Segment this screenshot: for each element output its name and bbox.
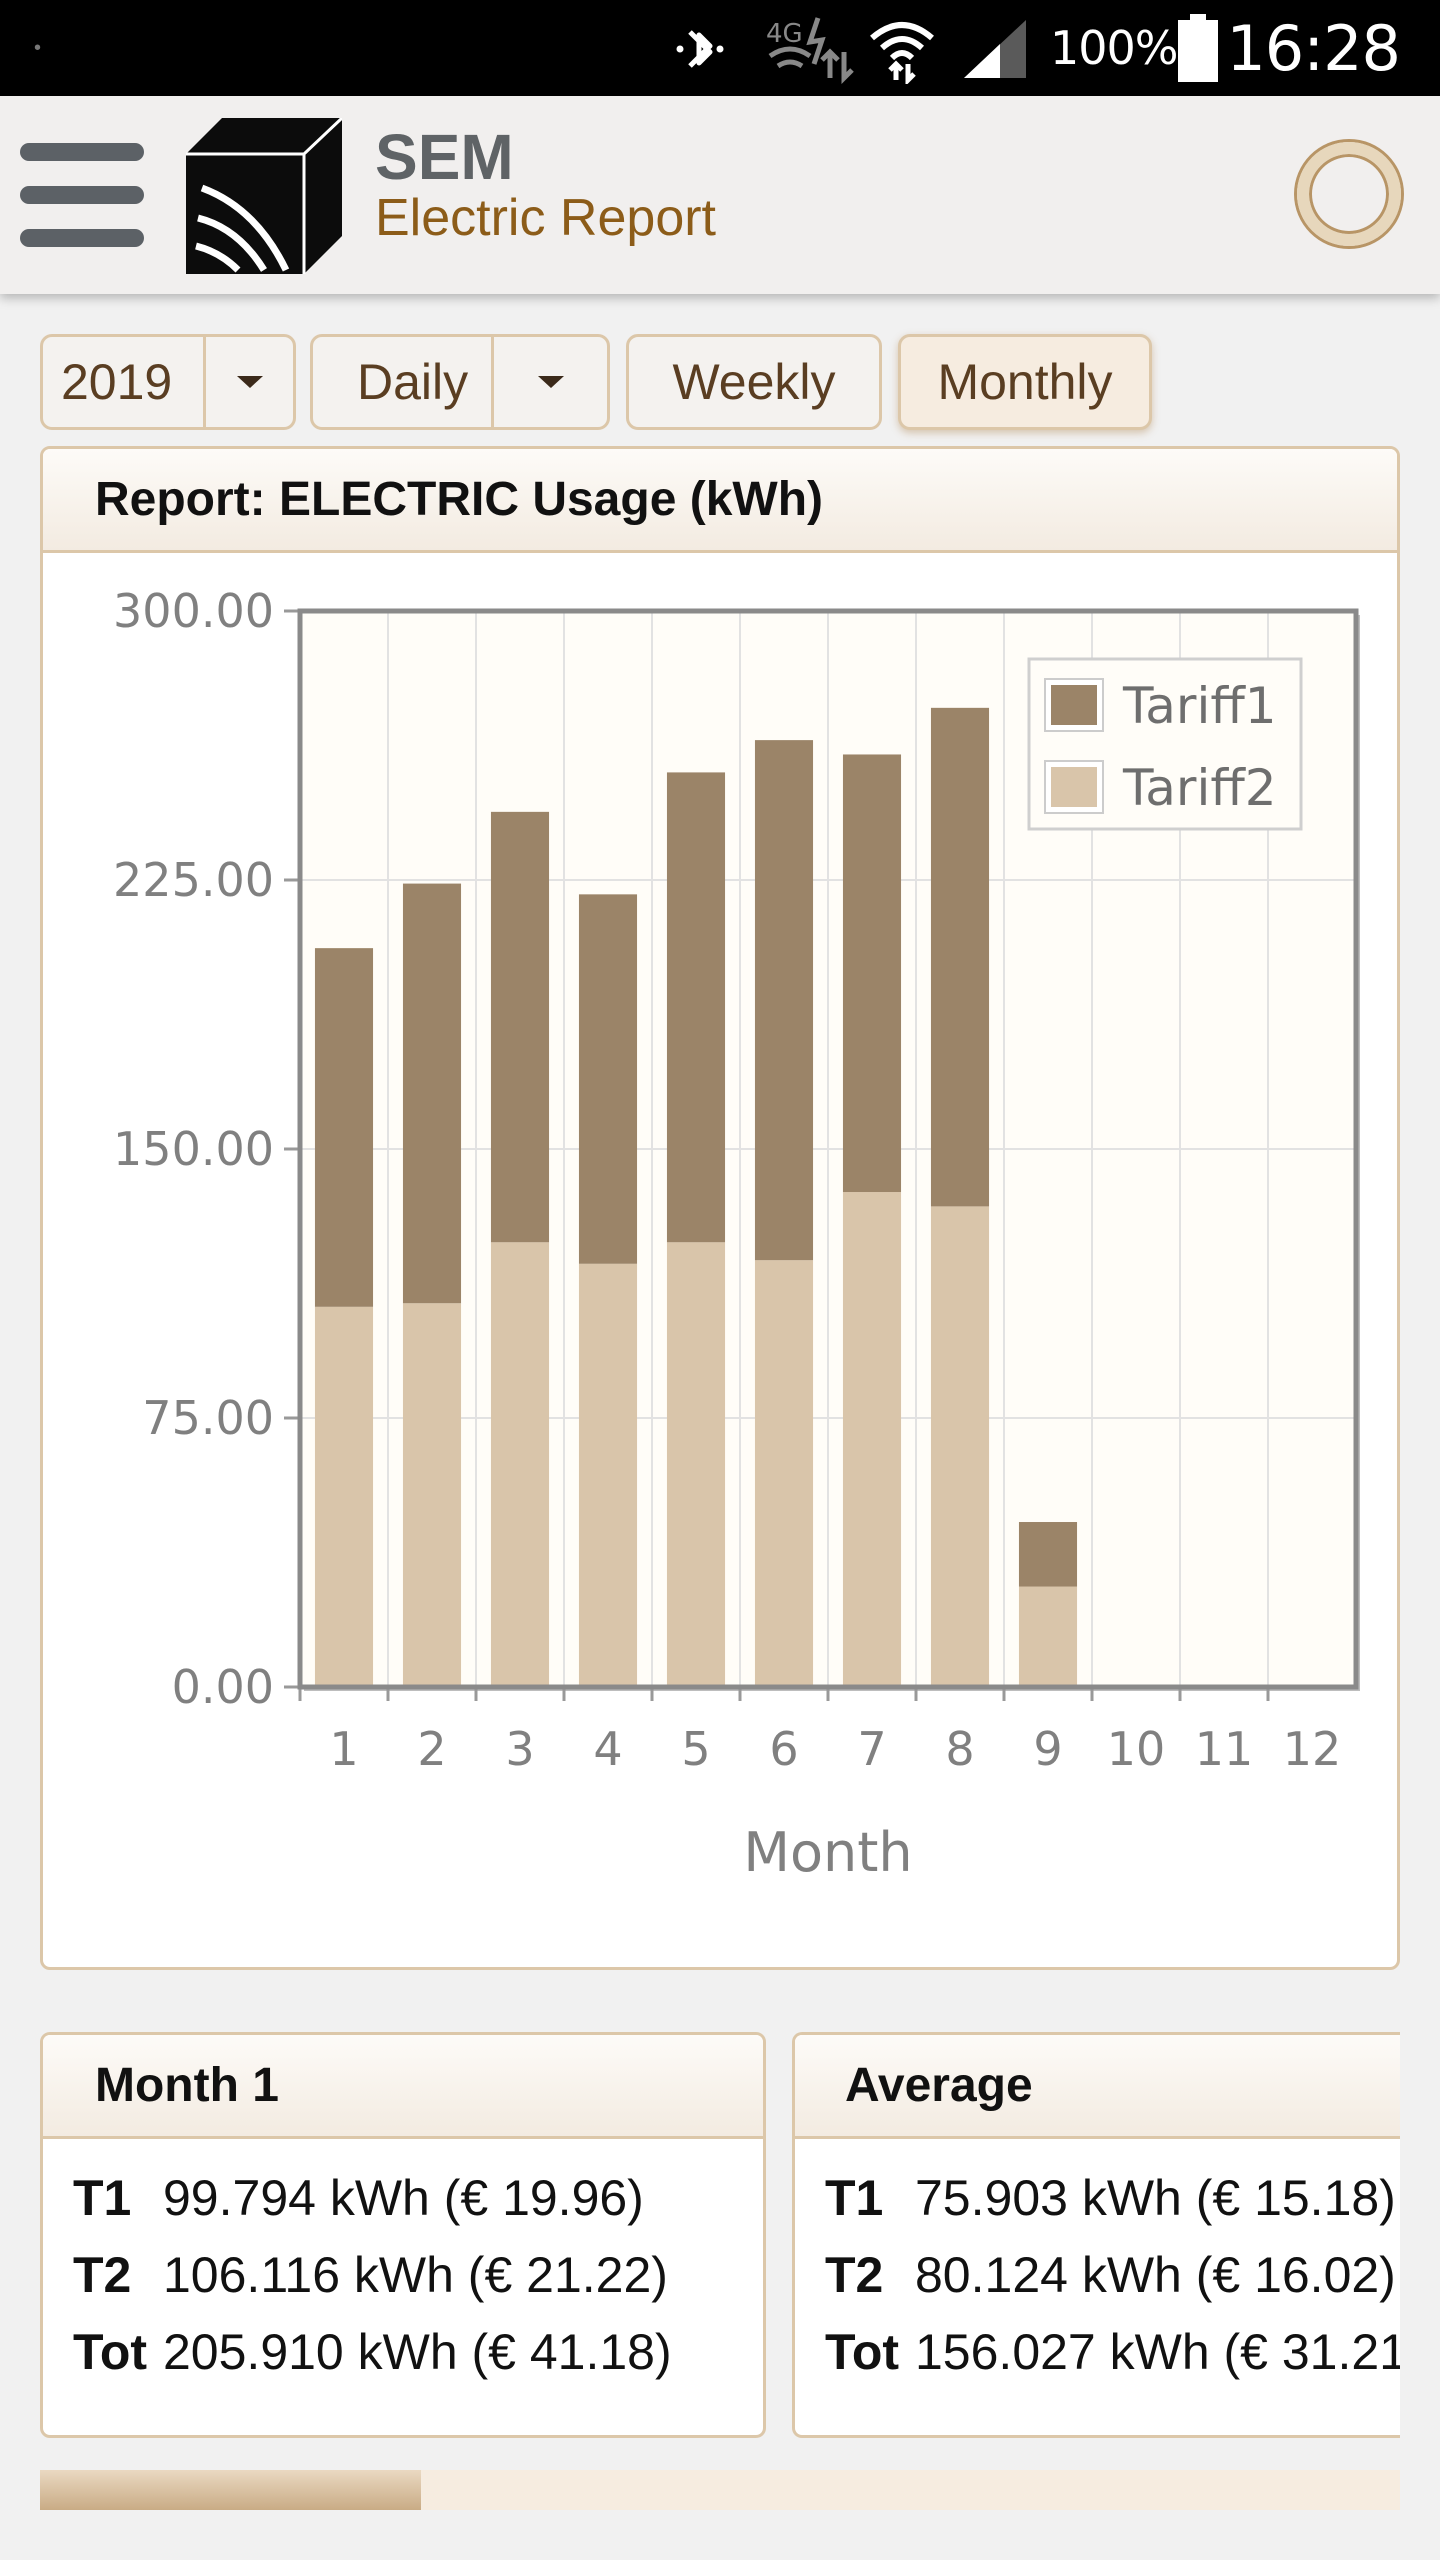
period-select-value: Daily	[357, 354, 469, 410]
year-select[interactable]: 2019	[40, 334, 296, 430]
y-tick-label: 0.00	[172, 1660, 274, 1714]
hamburger-menu-icon[interactable]	[20, 143, 144, 247]
month-t2-key: T2	[73, 2246, 132, 2303]
month-t1-row: T1 99.794 kWh (€ 19.96)	[73, 2159, 763, 2236]
month-tot-row: Tot 205.910 kWh (€ 41.18)	[73, 2313, 763, 2390]
x-tick-label: 3	[505, 1722, 534, 1776]
y-tick-label: 75.00	[142, 1391, 274, 1445]
bar-tariff2-month-1	[314, 1306, 374, 1687]
report-panel: Report: ELECTRIC Usage (kWh) 0.00 75.00 15…	[40, 446, 1400, 1970]
average-panel: Average T1 75.903 kWh (€ 15.18) T2 80.124 …	[792, 2032, 1440, 2438]
month-panel: Month 1 T1 99.794 kWh (€ 19.96) T2 106.116…	[40, 2032, 766, 2438]
month-t1-value: 99.794 kWh (€ 19.96)	[163, 2169, 644, 2226]
notification-dot: •	[34, 36, 42, 59]
period-select[interactable]: Daily	[310, 334, 610, 430]
bar-tariff1-month-3	[490, 811, 550, 1243]
x-tick-label: 5	[681, 1722, 710, 1776]
average-t1-key: T1	[825, 2169, 884, 2226]
bar-tariff2-month-7	[842, 1192, 902, 1687]
x-tick-label: 4	[593, 1722, 622, 1776]
year-select-value: 2019	[61, 354, 173, 410]
bar-tariff1-month-4	[578, 894, 638, 1264]
bar-tariff1-month-2	[402, 883, 462, 1304]
y-tick-label: 300.00	[113, 584, 274, 638]
app-header: SEM Electric Report	[0, 96, 1440, 294]
spinner-ring-icon	[1297, 142, 1401, 246]
page-gutter	[1400, 2020, 1440, 2460]
battery-percent: 100%	[1050, 21, 1179, 75]
y-tick-label: 150.00	[113, 1122, 274, 1176]
bar-tariff1-month-6	[754, 740, 814, 1261]
bar-tariff2-month-4	[578, 1263, 638, 1687]
scrollbar-thumb[interactable]	[40, 2470, 421, 2510]
app-subtitle: Electric Report	[375, 189, 716, 247]
bar-tariff1-month-1	[314, 948, 374, 1307]
signal-4g-icon: 4G	[766, 17, 854, 84]
legend-swatch-tariff2	[1051, 767, 1097, 807]
status-bar: • 4G 100% 16:28	[0, 0, 1440, 96]
clock: 16:28	[1226, 11, 1401, 85]
average-t2-value: 80.124 kWh (€ 16.02)	[915, 2246, 1396, 2303]
average-tot-value: 156.027 kWh (€ 31.21	[915, 2323, 1407, 2380]
report-title: Report: ELECTRIC Usage (kWh)	[43, 449, 1397, 553]
legend-label-tariff1: Tariff1	[1122, 677, 1277, 735]
average-t1-value: 75.903 kWh (€ 15.18)	[915, 2169, 1396, 2226]
bar-tariff2-month-3	[490, 1242, 550, 1687]
month-t2-row: T2 106.116 kWh (€ 21.22)	[73, 2236, 763, 2313]
bar-tariff2-month-2	[402, 1303, 462, 1687]
x-tick-label: 1	[329, 1722, 358, 1776]
wifi-icon	[870, 22, 934, 84]
average-tot-key: Tot	[825, 2323, 900, 2380]
x-tick-label: 10	[1107, 1722, 1166, 1776]
bar-tariff2-month-9	[1018, 1586, 1078, 1687]
bar-tariff2-month-5	[666, 1242, 726, 1687]
bar-tariff1-month-8	[930, 707, 990, 1207]
bar-tariff1-month-5	[666, 772, 726, 1243]
average-t2-key: T2	[825, 2246, 884, 2303]
battery-icon	[1178, 14, 1218, 82]
monthly-button[interactable]: Monthly	[898, 334, 1152, 430]
bar-tariff2-month-6	[754, 1260, 814, 1687]
x-tick-label: 11	[1195, 1722, 1254, 1776]
month-t1-key: T1	[73, 2169, 132, 2226]
bar-tariff1-month-9	[1018, 1522, 1078, 1587]
month-tot-key: Tot	[73, 2323, 148, 2380]
x-tick-label: 8	[945, 1722, 974, 1776]
plot-frame	[297, 608, 1359, 1690]
month-tot-value: 205.910 kWh (€ 41.18)	[163, 2323, 672, 2380]
cell-signal-icon	[964, 20, 1026, 78]
x-tick-label: 12	[1283, 1722, 1342, 1776]
month-t2-value: 106.116 kWh (€ 21.22)	[163, 2246, 668, 2303]
month-panel-title: Month 1	[43, 2035, 763, 2139]
x-tick-label: 2	[417, 1722, 446, 1776]
x-tick-label: 7	[857, 1722, 886, 1776]
period-dropdown-arrow-icon[interactable]	[491, 337, 607, 427]
average-tot-row: Tot 156.027 kWh (€ 31.21	[825, 2313, 1440, 2390]
cube-logo-icon	[186, 118, 342, 274]
x-axis-label: Month	[743, 1821, 912, 1884]
bar-tariff2-month-8	[930, 1206, 990, 1687]
average-t2-row: T2 80.124 kWh (€ 16.02)	[825, 2236, 1440, 2313]
year-dropdown-arrow-icon[interactable]	[203, 337, 293, 427]
average-t1-row: T1 75.903 kWh (€ 15.18)	[825, 2159, 1440, 2236]
app-title: SEM	[375, 121, 514, 193]
x-tick-label: 9	[1033, 1722, 1062, 1776]
bar-tariff1-month-7	[842, 754, 902, 1193]
y-tick-label: 225.00	[113, 853, 274, 907]
svg-text:4G: 4G	[766, 19, 803, 49]
average-panel-title: Average	[795, 2035, 1440, 2139]
legend-label-tariff2: Tariff2	[1122, 759, 1277, 817]
x-tick-label: 6	[769, 1722, 798, 1776]
horizontal-scrollbar[interactable]	[40, 2470, 1400, 2510]
weekly-button[interactable]: Weekly	[626, 334, 882, 430]
bluetooth-icon	[676, 30, 724, 68]
legend-swatch-tariff1	[1051, 685, 1097, 725]
